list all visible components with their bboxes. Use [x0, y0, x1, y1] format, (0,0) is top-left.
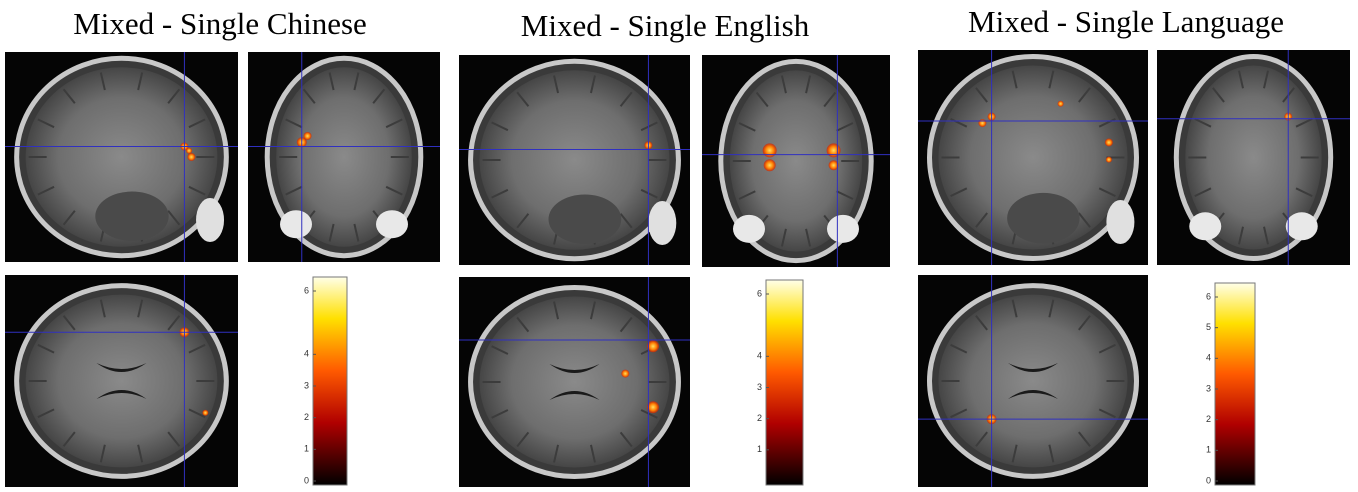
activation: [978, 119, 986, 127]
brain-view: [5, 52, 238, 262]
colorbar-label: 3: [304, 380, 309, 390]
brain-view: [1157, 50, 1350, 265]
colorbar-label: 4: [1206, 353, 1211, 363]
colorbar-label: 4: [757, 351, 762, 361]
colorbar: [766, 280, 803, 485]
colorbar-label: 4: [304, 349, 309, 359]
brain-view: [459, 277, 690, 487]
orbit: [280, 210, 312, 238]
cerebellum: [549, 195, 622, 244]
orbit: [196, 198, 224, 242]
orbit: [1286, 212, 1318, 240]
panel-title: Mixed - Single English: [521, 8, 810, 43]
colorbar-label: 0: [304, 475, 309, 485]
brain-view: [918, 50, 1148, 265]
brain-tissue: [480, 297, 670, 468]
colorbar: [1215, 283, 1255, 485]
activation: [763, 143, 777, 157]
colorbar-label: 6: [304, 285, 309, 295]
activation: [304, 132, 312, 140]
activation: [827, 143, 841, 157]
orbit: [827, 215, 859, 243]
activation: [202, 410, 208, 416]
colorbar-label: 5: [1206, 322, 1211, 332]
activation: [764, 159, 776, 171]
colorbar-label: 6: [757, 288, 762, 298]
brain-view: [702, 55, 890, 267]
orbit: [648, 201, 676, 245]
colorbar-label: 2: [304, 412, 309, 422]
orbit: [733, 215, 765, 243]
colorbar-label: 1: [1206, 445, 1211, 455]
brain-tissue: [939, 295, 1128, 468]
colorbar: [313, 277, 347, 485]
orbit: [1189, 212, 1221, 240]
colorbar-label: 2: [757, 413, 762, 423]
colorbar-label: 1: [757, 444, 762, 454]
panel-title: Mixed - Single Chinese: [73, 6, 367, 41]
brain-tissue: [26, 295, 218, 468]
cerebellum: [1007, 193, 1079, 244]
colorbar-label: 6: [1206, 291, 1211, 301]
orbit: [376, 210, 408, 238]
colorbar-label: 1: [304, 444, 309, 454]
brain-view: [5, 275, 238, 487]
cerebellum: [95, 192, 168, 241]
brain-view: [918, 275, 1148, 487]
orbit: [1106, 200, 1134, 244]
panel-title: Mixed - Single Language: [968, 4, 1284, 39]
activation: [1058, 101, 1064, 107]
colorbar-label: 3: [757, 382, 762, 392]
colorbar-label: 3: [1206, 383, 1211, 393]
activation: [1106, 157, 1112, 163]
activation: [186, 148, 192, 154]
brain-view: [459, 55, 690, 265]
figure: Mixed - Single Chinese Mixed - Single En…: [0, 0, 1358, 492]
activation: [1105, 138, 1113, 146]
brain-view: [248, 52, 440, 262]
colorbar-label: 2: [1206, 414, 1211, 424]
activation: [621, 370, 629, 378]
colorbar-label: 0: [1206, 475, 1211, 485]
activation: [187, 153, 195, 161]
